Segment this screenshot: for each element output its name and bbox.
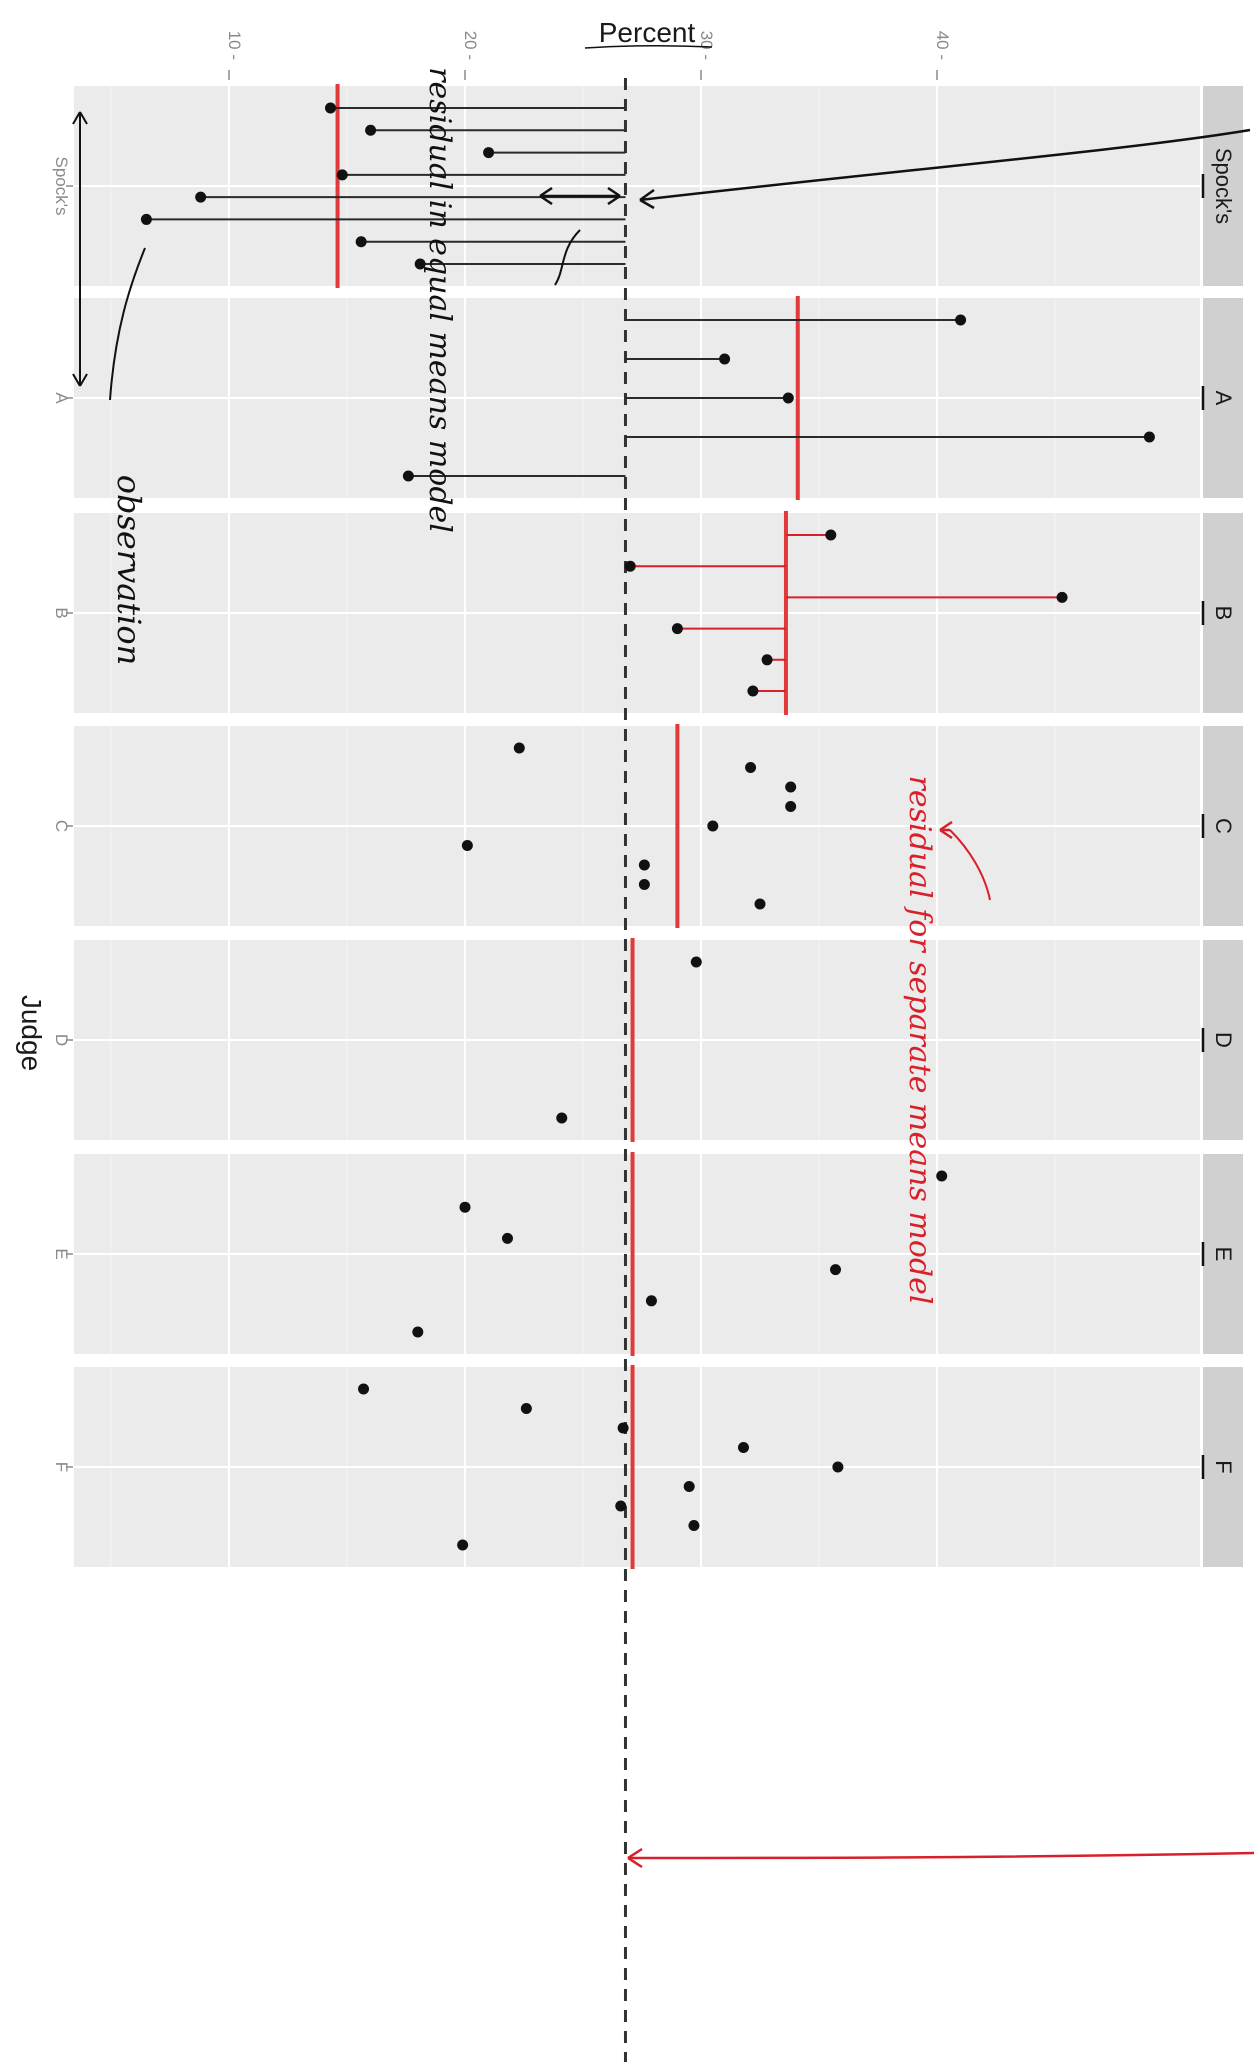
residual-separate-means-label: residual for separate means model (902, 776, 937, 1305)
facet-strip-label: D (1211, 1032, 1236, 1048)
data-point (671, 623, 683, 635)
facet-strip (1203, 513, 1243, 713)
grid-lines (74, 86, 1200, 1567)
data-point (358, 1383, 370, 1395)
equal-means-arrowhead (639, 188, 655, 210)
data-point (617, 1422, 629, 1434)
facet-strip (1203, 86, 1243, 286)
data-point (414, 258, 426, 270)
axis-titles: Percent Judge (16, 17, 695, 1071)
data-point (825, 529, 837, 541)
data-point (832, 1461, 844, 1473)
data-point (782, 392, 794, 404)
data-point (513, 742, 525, 754)
data-point (1056, 591, 1068, 603)
data-point (556, 1112, 568, 1124)
data-point (707, 820, 719, 832)
data-point (936, 1170, 948, 1182)
separate-means-arrowhead (939, 820, 953, 840)
data-point (638, 879, 650, 890)
data-points (140, 102, 1155, 1551)
facet-strip-label: Spock's (1211, 148, 1236, 224)
data-point (355, 236, 367, 248)
data-point (645, 1295, 657, 1307)
data-point (690, 956, 702, 968)
data-point (461, 840, 473, 851)
facet-strip (1203, 1367, 1243, 1567)
data-point (638, 859, 650, 871)
data-point (459, 1201, 471, 1213)
data-point (785, 781, 797, 793)
title-ink-line (584, 44, 713, 49)
facet-strip-label: C (1211, 818, 1236, 834)
f-panel-red-arrowhead (627, 1847, 643, 1869)
facet-strip-label: F (1211, 1460, 1236, 1473)
data-point (830, 1264, 842, 1276)
handwritten-annotations: residual in equal means model observation… (72, 44, 1254, 1869)
data-point (402, 470, 414, 482)
y-axis-ticks: Spock's A B C D E F 10 - 20 - 30 - 40 - (52, 31, 952, 1472)
data-point (483, 147, 495, 159)
group-mean-lines (335, 84, 800, 1569)
data-point (747, 685, 759, 697)
residual-double-arrow (539, 186, 621, 206)
data-point (683, 1481, 695, 1492)
data-point (615, 1500, 627, 1512)
data-point (412, 1326, 424, 1338)
category-tick-label: Spock's (52, 157, 71, 216)
category-tick-label: D (52, 1034, 71, 1046)
facet-strip (1203, 940, 1243, 1140)
value-tick-label: 10 - (225, 31, 244, 60)
data-point (754, 898, 766, 910)
data-point (624, 560, 636, 572)
facet-strip (1203, 1154, 1243, 1354)
facet-strip (1203, 298, 1243, 498)
data-point (140, 213, 152, 225)
value-tick-label: 20 - (461, 31, 480, 60)
observation-label: observation (110, 475, 148, 666)
value-tick-label: 30 - (697, 31, 716, 60)
category-tick-label: A (52, 392, 71, 404)
spocks-range-arrowheads (72, 111, 88, 387)
facet-strips: Spock's A B C D E F (1201, 86, 1243, 1567)
data-point (365, 124, 377, 136)
observation-pointer (109, 247, 146, 401)
f-panel-red-arrow (627, 1851, 1254, 1860)
facet-strip-label: A (1211, 391, 1236, 406)
data-point (761, 654, 773, 666)
y-axis-title: Percent (599, 17, 696, 48)
x-axis-title: Judge (16, 995, 47, 1071)
data-point (785, 801, 797, 812)
category-tick-label: E (52, 1248, 71, 1259)
data-point (336, 169, 348, 181)
category-tick-label: B (52, 607, 71, 618)
facet-strip-label: E (1211, 1247, 1236, 1262)
residual-equal-means-label: residual in equal means model (422, 67, 457, 533)
category-tick-label: F (52, 1462, 71, 1472)
data-point (745, 762, 757, 773)
data-point (688, 1520, 700, 1531)
facet-strip (1203, 726, 1243, 926)
category-tick-label: C (52, 820, 71, 832)
data-point (737, 1442, 749, 1453)
value-tick-label: 40 - (933, 31, 952, 60)
data-point (501, 1232, 513, 1244)
data-point (324, 102, 336, 114)
data-point (1143, 431, 1155, 443)
residual-pointer-curve (554, 229, 581, 286)
data-point (719, 353, 731, 365)
data-point (520, 1403, 532, 1414)
equal-means-arrow-curve (639, 128, 1251, 202)
data-point (195, 191, 207, 203)
facet-strip-label: B (1211, 606, 1236, 621)
separate-means-pointer (949, 829, 991, 901)
data-point (955, 314, 967, 326)
data-point (457, 1539, 469, 1551)
